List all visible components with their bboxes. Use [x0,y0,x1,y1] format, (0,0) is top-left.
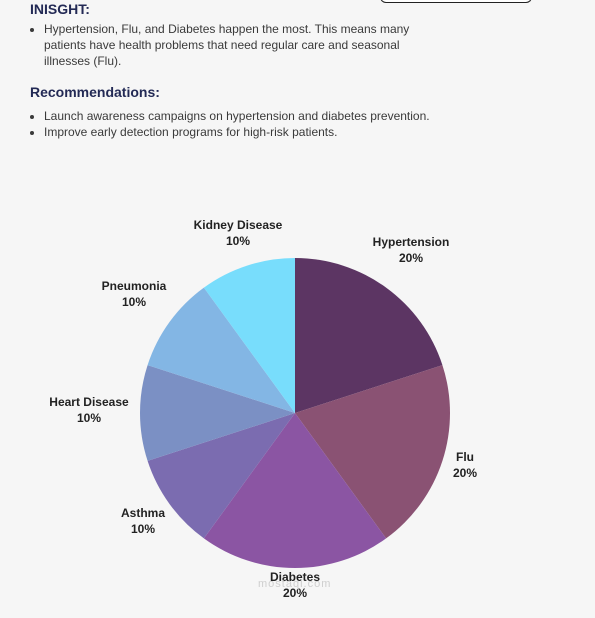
slice-value-label: 10% [131,522,155,536]
slice-label: Heart Disease [49,395,129,409]
insight-list: Hypertension, Flu, and Diabetes happen t… [22,21,444,69]
recommendations-list: Launch awareness campaigns on hypertensi… [22,108,444,140]
slice-label: Kidney Disease [194,218,283,232]
pie-slice-flu [295,365,451,539]
slice-label: Pneumonia [102,279,167,293]
slice-value-label: 20% [283,586,307,600]
slice-label: Flu [456,450,474,464]
pie-slice-heart-disease [139,365,295,461]
slice-value-label: 10% [77,411,101,425]
pie-slice-kidney-disease [203,258,295,413]
insight-item: Hypertension, Flu, and Diabetes happen t… [44,21,444,69]
slice-value-label: 20% [453,466,477,480]
insight-heading: INISGHT: [30,1,90,17]
slice-label: Hypertension [373,235,450,249]
recommendations-heading: Recommendations: [30,84,160,100]
slice-label: Asthma [121,506,165,520]
pie-slice-asthma [147,413,295,539]
pie-slices [139,258,451,568]
watermark: mostaql.com [258,578,332,590]
slice-value-label: 20% [399,251,423,265]
pie-slice-diabetes [203,413,387,568]
pie-slice-hypertension [295,258,443,413]
recommendation-item: Improve early detection programs for hig… [44,124,444,140]
recommendation-item: Launch awareness campaigns on hypertensi… [44,108,444,124]
pie-slice-pneumonia [147,287,295,413]
pie-labels: Hypertension 20% Flu 20% Diabetes 20% Asthma 10… [49,218,477,600]
slice-label: Diabetes [270,570,320,584]
slice-value-label: 10% [226,234,250,248]
slice-value-label: 10% [122,295,146,309]
